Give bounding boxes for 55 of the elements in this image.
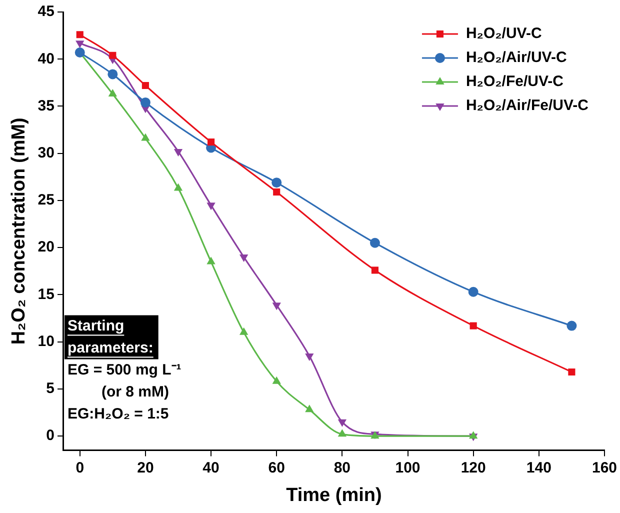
point: [566, 320, 577, 331]
y-tick-label: 5: [46, 380, 54, 398]
point: [109, 52, 116, 59]
point: [272, 178, 282, 188]
x-tick-label: 20: [137, 459, 154, 476]
point: [370, 238, 380, 248]
x-tick-label: 140: [526, 459, 552, 476]
point: [239, 327, 248, 335]
x-tick-label: 120: [460, 459, 486, 476]
y-tick-label: 35: [38, 97, 54, 114]
point: [76, 40, 84, 48]
point: [305, 404, 314, 412]
point: [141, 133, 150, 141]
point: [272, 376, 281, 384]
y-axis-title: H₂O₂ concentration (mM): [8, 118, 30, 345]
y-tick-label: 20: [38, 238, 54, 256]
point: [371, 266, 379, 274]
point: [206, 256, 216, 264]
annotation: Starting parameters:: [67, 317, 154, 356]
point: [469, 431, 478, 439]
x-tick-label: 40: [202, 459, 220, 476]
x-axis-title: Time (min): [286, 484, 382, 506]
point: [174, 148, 183, 156]
y-tick-label: 10: [38, 332, 54, 350]
point: [468, 286, 478, 297]
legend-label: H₂O₂/Fe/UV-C: [466, 73, 564, 90]
point: [108, 69, 118, 80]
x-tick-label: 60: [268, 459, 285, 476]
legend-label: H₂O₂/Air/UV-C: [466, 49, 567, 66]
point: [76, 31, 84, 38]
annotation: EG = 500 mg L⁻¹: [67, 361, 182, 378]
y-tick-label: 15: [38, 286, 54, 303]
point: [273, 188, 280, 196]
y-tick-label: 30: [38, 144, 54, 162]
x-tick-label: 0: [76, 459, 84, 476]
legend-label: H₂O₂/Air/Fe/UV-C: [466, 97, 589, 114]
point: [568, 368, 576, 376]
point: [140, 97, 150, 108]
y-tick-label: 40: [38, 50, 54, 68]
y-tick-label: 25: [38, 192, 54, 209]
legend-label: H₂O₂/UV-C: [466, 25, 542, 42]
point: [207, 138, 215, 146]
y-tick-label: 0: [46, 427, 54, 444]
point: [174, 183, 183, 191]
point: [206, 202, 216, 210]
x-tick-label: 80: [334, 459, 351, 476]
point: [74, 48, 85, 58]
x-tick-label: 100: [395, 459, 420, 476]
annotation: EG:H₂O₂ = 1:5: [67, 405, 169, 422]
annotation: (or 8 mM): [101, 383, 169, 400]
y-tick-label: 45: [38, 3, 54, 20]
point: [338, 429, 347, 437]
point: [142, 82, 149, 90]
point: [470, 322, 477, 330]
x-tick-label: 160: [592, 459, 617, 476]
